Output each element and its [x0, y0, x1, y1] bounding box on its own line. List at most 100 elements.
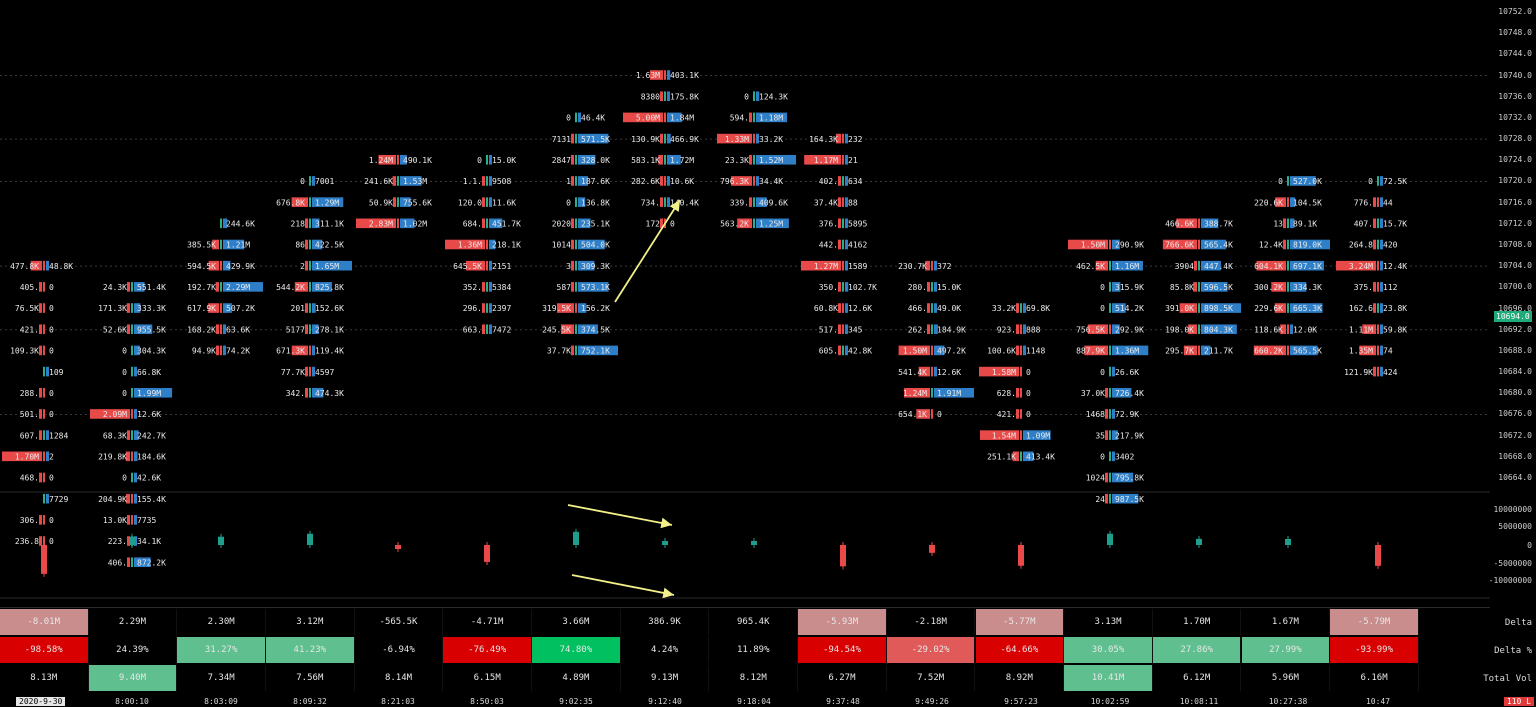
- ask-volume-bar: [578, 345, 618, 356]
- price-level-tick: [486, 282, 488, 292]
- bid-volume-bar: [1016, 345, 1019, 356]
- ask-volume-label: 309.3K: [581, 262, 610, 271]
- ask-volume-label: 1.65M: [315, 262, 339, 271]
- ask-volume-bar: [46, 493, 49, 504]
- bid-volume-bar: [571, 154, 574, 165]
- price-level-tick: [931, 303, 933, 313]
- ask-volume-bar: [1201, 282, 1228, 292]
- ask-volume-bar: [934, 345, 945, 356]
- bid-volume-label: 35: [1095, 431, 1105, 440]
- ask-volume-bar: [1380, 345, 1383, 356]
- bid-volume-label: 204.9K: [98, 495, 127, 504]
- total-vol-row: 8.13M 9.40M 7.34M 7.56M 8.14M 6.15M 4.89M 9.13M…: [0, 665, 1490, 693]
- delta-cell: 3.66M: [532, 609, 621, 635]
- bid-volume-bar: [1176, 218, 1197, 229]
- bid-volume-label: 24.3K: [103, 283, 127, 292]
- ask-volume-bar: [134, 282, 145, 292]
- bid-volume-bar: [39, 387, 42, 398]
- ask-volume-label: 44: [1383, 198, 1393, 207]
- price-level-tick: [1287, 239, 1289, 250]
- ask-volume-bar: [489, 303, 492, 313]
- total-vol-cell: 5.96M: [1242, 665, 1331, 691]
- ask-volume-bar: [845, 239, 848, 250]
- bid-volume-bar: [1256, 260, 1286, 271]
- bid-volume-bar: [717, 133, 752, 144]
- bid-volume-bar: [482, 218, 485, 229]
- price-level-tick: [1109, 324, 1111, 335]
- ask-volume-bar: [1112, 324, 1120, 335]
- bid-volume-label: 544.2K: [276, 283, 305, 292]
- bid-volume-label: 192.7K: [187, 283, 216, 292]
- ask-volume-label: 0: [1026, 368, 1031, 377]
- bid-volume-bar: [125, 451, 130, 462]
- bid-volume-bar: [838, 197, 841, 207]
- bid-volume-label: 24: [1095, 495, 1105, 504]
- ask-volume-label: 5895: [848, 220, 867, 229]
- bid-volume-bar: [1362, 324, 1376, 335]
- time-tick-label: 10:02:59: [1090, 697, 1130, 706]
- ask-volume-label: 1589: [848, 262, 867, 271]
- ask-volume-label: 551.4K: [137, 283, 166, 292]
- delta-pct-cell: -64.66%: [975, 637, 1065, 663]
- bid-volume-bar: [1105, 387, 1108, 398]
- bid-volume-label: 1.1.: [463, 177, 482, 186]
- bid-volume-label: 300.2K: [1254, 283, 1283, 292]
- ask-volume-label: 0: [1026, 410, 1031, 419]
- price-level-tick: [43, 451, 45, 462]
- price-level-tick: [1109, 451, 1111, 462]
- bid-volume-bar: [305, 303, 308, 313]
- bid-volume-bar: [980, 430, 1019, 440]
- bid-volume-label: 617.9K: [187, 304, 216, 313]
- ask-volume-label: 42.8K: [848, 347, 872, 356]
- price-level-tick: [131, 324, 133, 335]
- price-level-tick: [486, 260, 488, 271]
- ask-volume-label: 88: [848, 198, 858, 207]
- bid-volume-label: 245.5K: [542, 325, 571, 334]
- time-axis[interactable]: 8:00:10 8:03:09 8:09:32 8:21:03 8:50:03 9:02:…: [0, 697, 1536, 707]
- price-level-tick: [1377, 218, 1379, 229]
- ask-volume-label: 424: [1383, 368, 1398, 377]
- ask-volume-label: 10.6K: [670, 177, 694, 186]
- price-level-tick: [842, 260, 844, 271]
- price-level-tick: [131, 303, 133, 313]
- ask-volume-bar: [934, 366, 937, 377]
- price-level-tick: [842, 239, 844, 250]
- ask-volume-label: 1.72M: [670, 156, 694, 165]
- bid-volume-bar: [127, 430, 130, 440]
- ask-volume-label: 5384: [492, 283, 511, 292]
- bid-volume-bar: [1183, 345, 1197, 356]
- price-axis[interactable]: 10752.0 10748.0 10744.0 10740.0 10736.0 10732…: [1489, 0, 1536, 707]
- bid-volume-label: 218: [291, 220, 306, 229]
- ask-volume-label: 898.5K: [1204, 304, 1233, 313]
- delta-pct-cell: 31.27%: [177, 637, 266, 663]
- ask-volume-bar: [223, 324, 226, 335]
- ask-volume-bar: [1112, 493, 1139, 504]
- ask-volume-label: 66.8K: [137, 368, 161, 377]
- price-level-tick: [1198, 239, 1200, 250]
- price-tick-label: 10744.0: [1498, 49, 1532, 59]
- bid-volume-bar: [1373, 366, 1376, 377]
- ask-volume-label: 290.9K: [1115, 241, 1144, 250]
- ask-volume-label: 211.7K: [1204, 347, 1233, 356]
- ask-volume-label: 409.6K: [759, 198, 788, 207]
- bid-volume-bar: [1084, 345, 1108, 356]
- bid-volume-bar: [1105, 472, 1108, 483]
- bid-volume-label: 594.: [730, 114, 749, 123]
- ask-volume-label: 374.5K: [581, 325, 610, 334]
- ask-volume-bar: [1290, 239, 1330, 250]
- bid-volume-label: 0: [1278, 177, 1283, 186]
- ask-volume-bar: [1201, 260, 1221, 271]
- bid-volume-label: 280.: [908, 283, 927, 292]
- ask-volume-label: 7729: [49, 495, 68, 504]
- ask-volume-label: 1.91M: [937, 389, 961, 398]
- price-level-tick: [842, 176, 844, 186]
- price-level-tick: [220, 218, 222, 229]
- price-level-tick: [131, 345, 133, 356]
- ask-volume-label: 34.1K: [137, 537, 161, 546]
- bid-volume-bar: [1188, 324, 1197, 335]
- price-level-tick: [842, 197, 844, 207]
- price-level-tick: [486, 303, 488, 313]
- time-tick-label: 10:08:11: [1179, 697, 1219, 706]
- price-level-tick: [220, 282, 222, 292]
